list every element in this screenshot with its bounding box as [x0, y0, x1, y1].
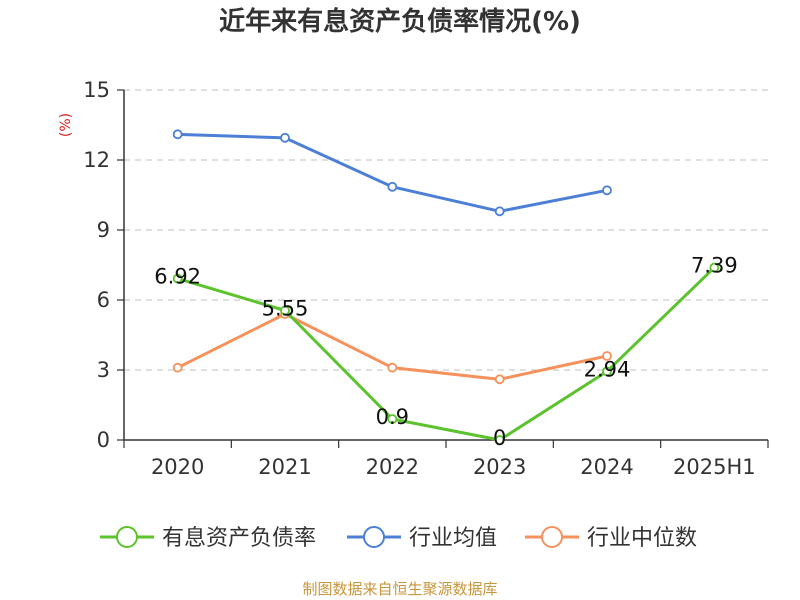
data-point [387, 414, 398, 424]
x-tick-label: 2023 [473, 455, 526, 479]
y-tick-label: 12 [83, 148, 110, 172]
series-line [177, 266, 716, 442]
data-point [494, 435, 505, 445]
data-point [172, 362, 183, 373]
data-label: 0 [493, 426, 506, 450]
legend-label: 行业均值 [409, 526, 497, 551]
series-1 [172, 129, 612, 217]
x-tick-label: 2022 [366, 455, 419, 479]
y-axis-unit-label: (%) [58, 113, 74, 137]
legend: 有息资产负债率 行业均值 行业中位数 [100, 526, 697, 551]
data-point [494, 374, 505, 385]
data-point [172, 129, 183, 140]
x-tick-label: 2024 [580, 455, 633, 479]
data-point [602, 351, 612, 361]
data-point [172, 273, 183, 284]
y-tick-label: 3 [97, 358, 110, 382]
series-line [177, 132, 608, 213]
data-point [280, 132, 290, 143]
gridlines [124, 89, 768, 371]
axes: 0 3 6 9 12 15 2020 2021 2022 2023 2024 2025H1 [83, 78, 769, 479]
legend-item-0: 有息资产负债率 [100, 526, 316, 551]
data-labels: 6.92 5.55 0.9 0 2.94 7.39 [154, 254, 737, 450]
data-point [709, 262, 720, 273]
legend-marker [541, 526, 563, 548]
y-tick-label: 6 [97, 288, 110, 312]
legend-item-1: 行业均值 [347, 526, 497, 551]
y-tick-label: 15 [83, 78, 110, 102]
source-note: 制图数据来自恒生聚源数据库 [302, 580, 497, 598]
series-layer [172, 129, 720, 445]
legend-item-2: 行业中位数 [525, 526, 697, 551]
data-label: 2.94 [584, 357, 631, 381]
series-0 [172, 262, 720, 445]
data-point [280, 305, 290, 316]
data-label: 6.92 [154, 265, 201, 289]
x-tick-label: 2025H1 [673, 455, 756, 479]
data-point [387, 181, 398, 192]
chart-title: 近年来有息资产负债率情况(%) [219, 6, 581, 37]
data-label: 0.9 [376, 405, 409, 429]
data-point [387, 362, 398, 373]
data-label: 5.55 [262, 297, 309, 321]
series-2 [172, 309, 612, 385]
y-tick-label: 9 [97, 218, 110, 242]
data-label: 7.39 [691, 254, 738, 278]
data-point [602, 185, 612, 196]
data-point [494, 206, 505, 217]
x-tick-label: 2021 [258, 455, 311, 479]
legend-marker [363, 526, 385, 548]
legend-marker [116, 526, 138, 548]
legend-label: 有息资产负债率 [162, 526, 316, 551]
y-tick-label: 0 [97, 428, 110, 452]
x-tick-label: 2020 [151, 455, 204, 479]
legend-label: 行业中位数 [587, 526, 697, 551]
data-point [602, 366, 612, 377]
